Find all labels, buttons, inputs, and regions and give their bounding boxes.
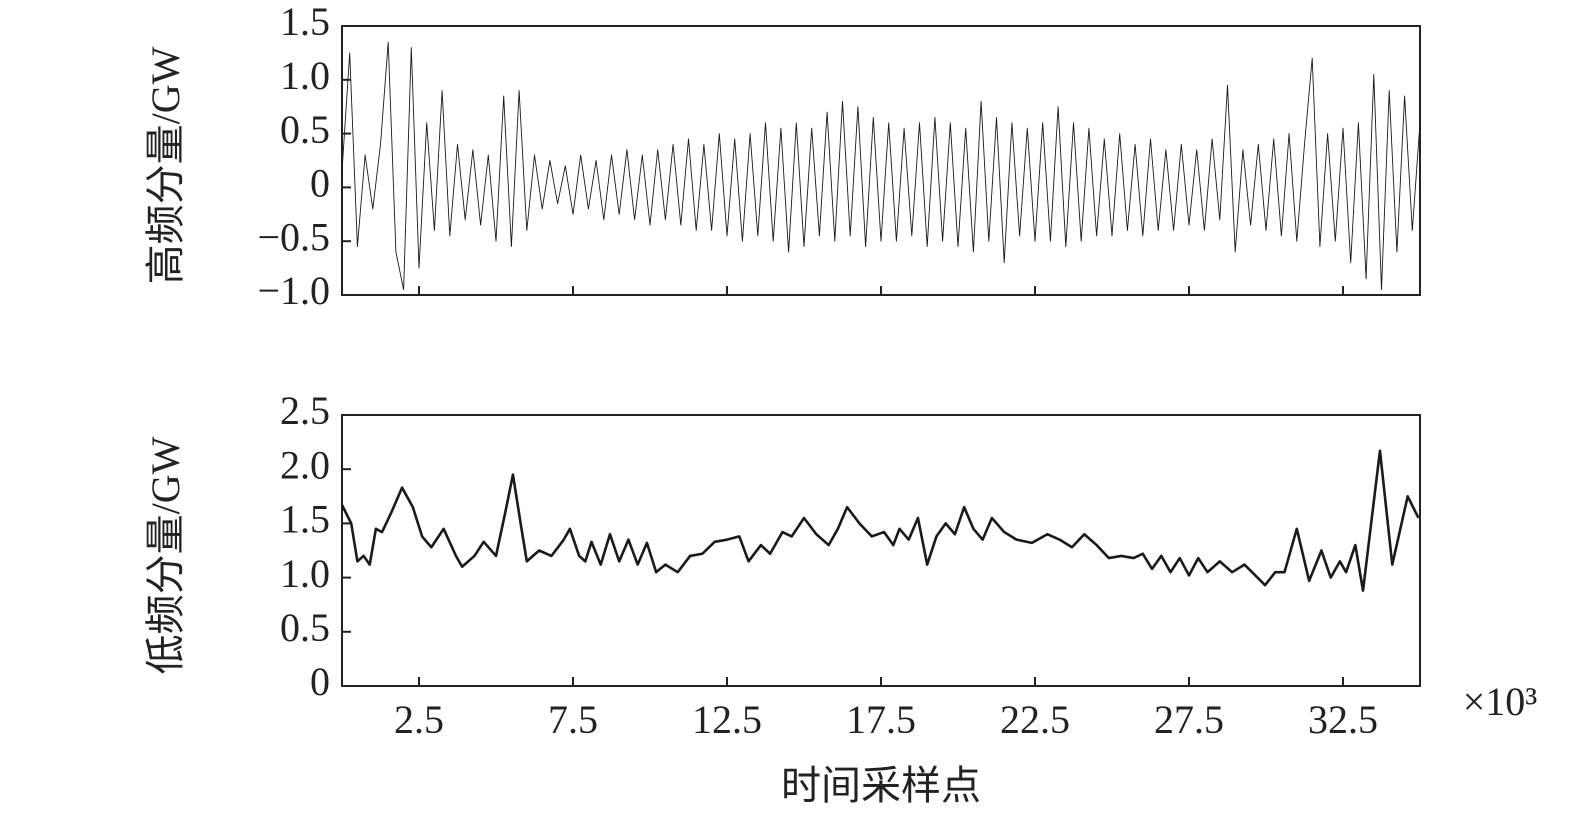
y-tick-label: −1.0 <box>257 268 330 313</box>
y-axis-label: 高频分量/GW <box>143 46 188 284</box>
plot-frame <box>341 25 1421 296</box>
y-tick-label: 2.5 <box>280 388 330 433</box>
y-axis-label: 低频分量/GW <box>143 436 188 674</box>
x-tick-label: 27.5 <box>1154 697 1224 742</box>
y-tick-label: 1.5 <box>280 497 330 542</box>
y-tick-label: 1.5 <box>280 0 330 44</box>
x-tick-label: 32.5 <box>1308 697 1378 742</box>
x-scale-note: ×10³ <box>1463 679 1538 724</box>
signal-line <box>340 449 1420 592</box>
x-tick-label: 22.5 <box>1000 697 1070 742</box>
x-tick-label: 17.5 <box>846 697 916 742</box>
y-tick-label: 0 <box>310 161 330 206</box>
x-tick-label: 2.5 <box>394 697 444 742</box>
y-tick-label: 0.5 <box>280 605 330 650</box>
x-tick-label: 7.5 <box>548 697 598 742</box>
signal-line <box>341 41 1421 291</box>
plot-frame <box>341 414 1421 687</box>
y-tick-label: 0.5 <box>280 107 330 152</box>
y-tick-label: 0 <box>310 659 330 704</box>
x-tick-label: 12.5 <box>692 697 762 742</box>
y-tick-label: 1.0 <box>280 551 330 596</box>
y-tick-label: 1.0 <box>280 53 330 98</box>
y-tick-label: 2.0 <box>280 442 330 487</box>
y-tick-label: −0.5 <box>257 214 330 259</box>
x-axis-label: 时间采样点 <box>781 763 981 808</box>
